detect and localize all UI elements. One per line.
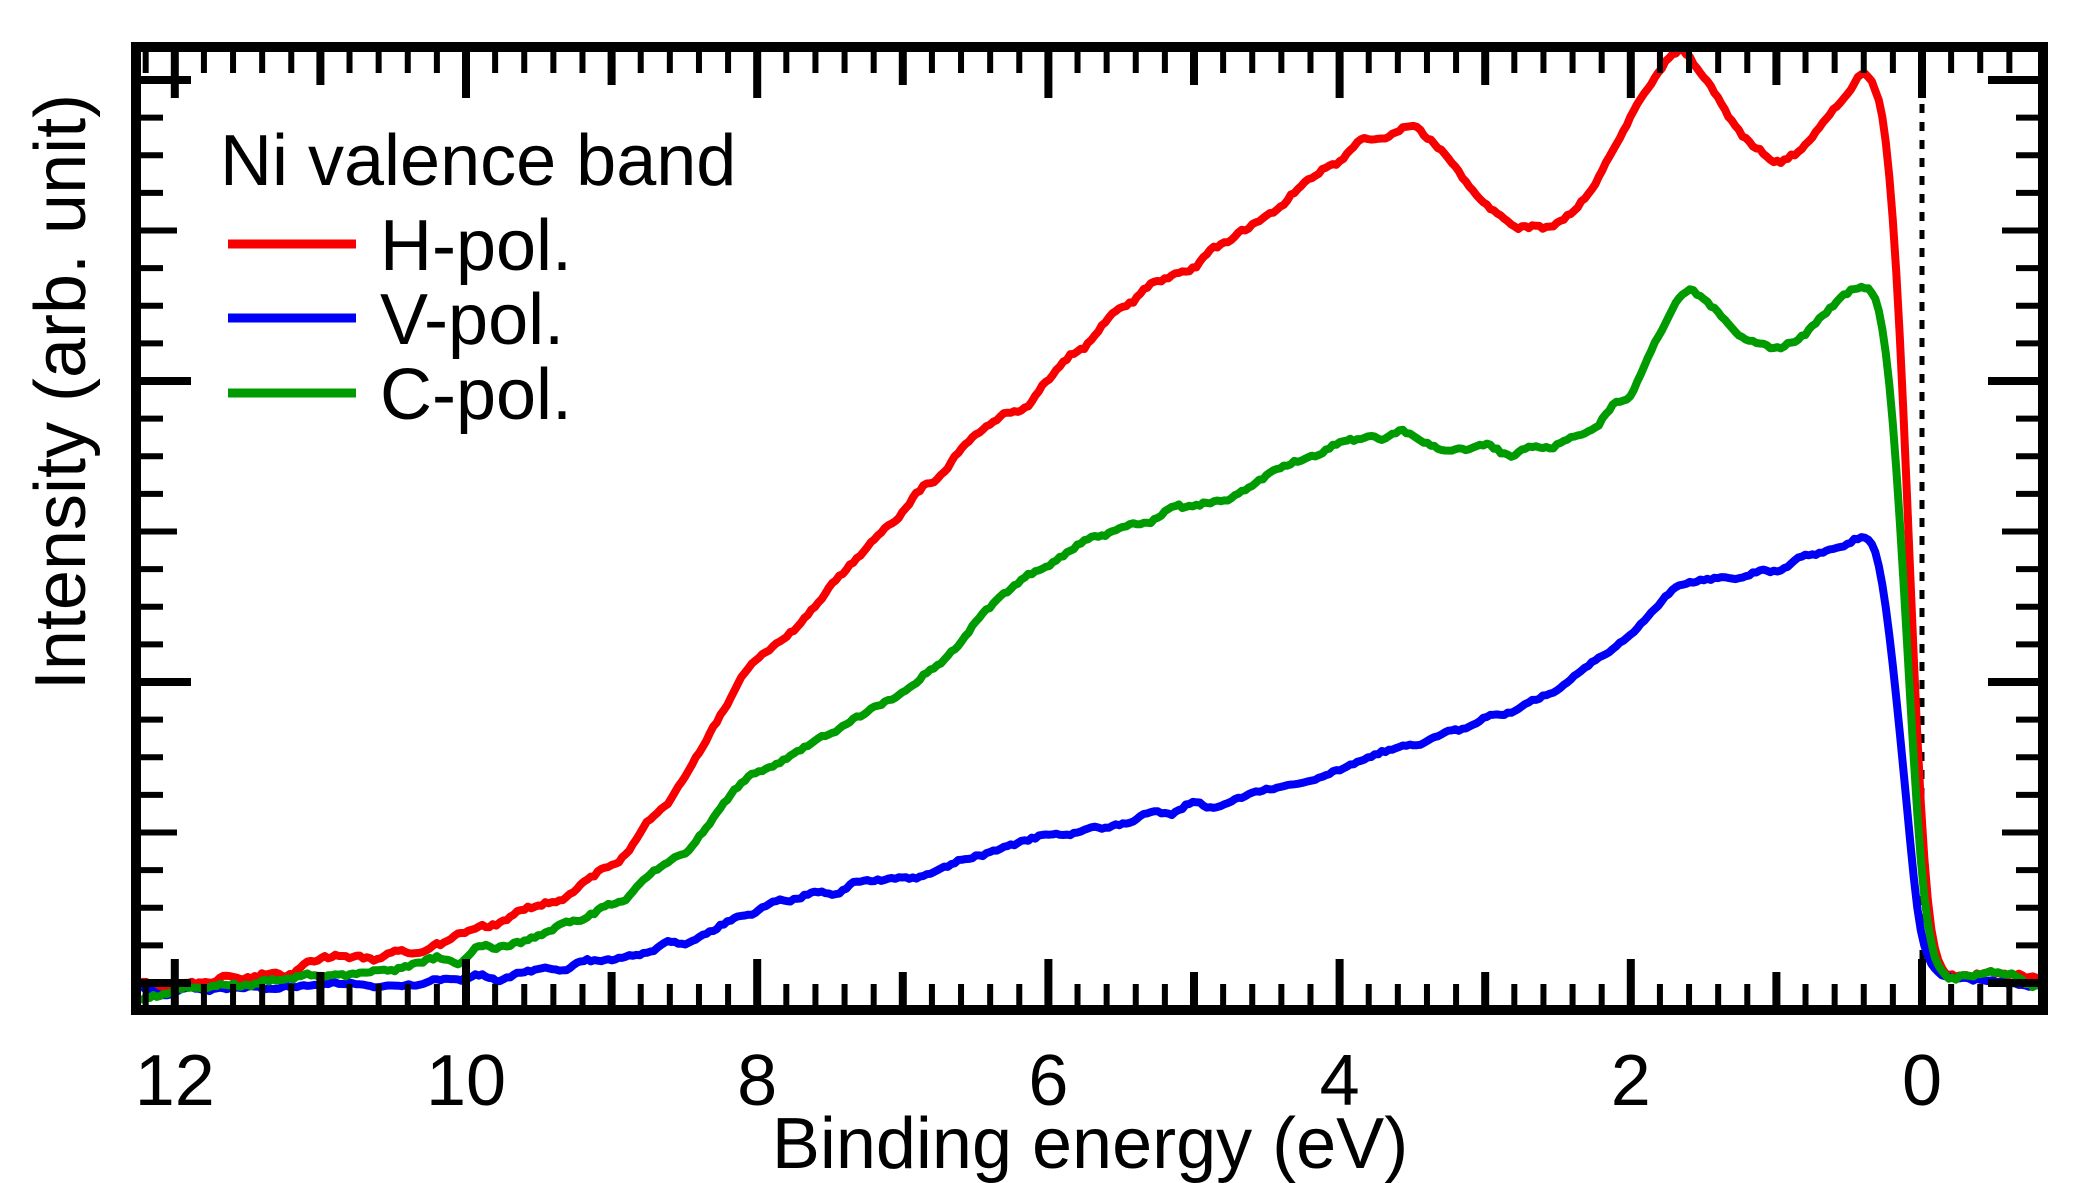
axis-ticks (141, 52, 2038, 1005)
legend-label-c-pol: C-pol. (380, 355, 572, 435)
x-tick-label: 10 (426, 1041, 506, 1121)
x-axis-title: Binding energy (eV) (772, 1104, 1408, 1183)
x-tick-label: 2 (1611, 1041, 1651, 1121)
x-tick-label: 12 (135, 1041, 215, 1121)
x-tick-label: 8 (737, 1041, 777, 1121)
legend: Ni valence band H-pol. V-pol. C-pol. (220, 121, 736, 435)
x-tick-label: 4 (1320, 1041, 1360, 1121)
legend-label-h-pol: H-pol. (380, 206, 572, 286)
x-axis-tick-labels: 12 10 8 6 4 2 0 (135, 1041, 1942, 1121)
plot-frame (131, 42, 2048, 1015)
x-tick-label: 6 (1028, 1041, 1068, 1121)
legend-title: Ni valence band (220, 121, 736, 201)
series-c-pol (138, 282, 2041, 1004)
series-v-pol (138, 533, 2041, 1000)
legend-label-v-pol: V-pol. (380, 280, 564, 360)
y-axis-title: Intensity (arb. unit) (21, 94, 101, 690)
series-h-pol (138, 45, 2041, 993)
x-tick-label: 0 (1902, 1041, 1942, 1121)
series-curves (138, 45, 2041, 1004)
